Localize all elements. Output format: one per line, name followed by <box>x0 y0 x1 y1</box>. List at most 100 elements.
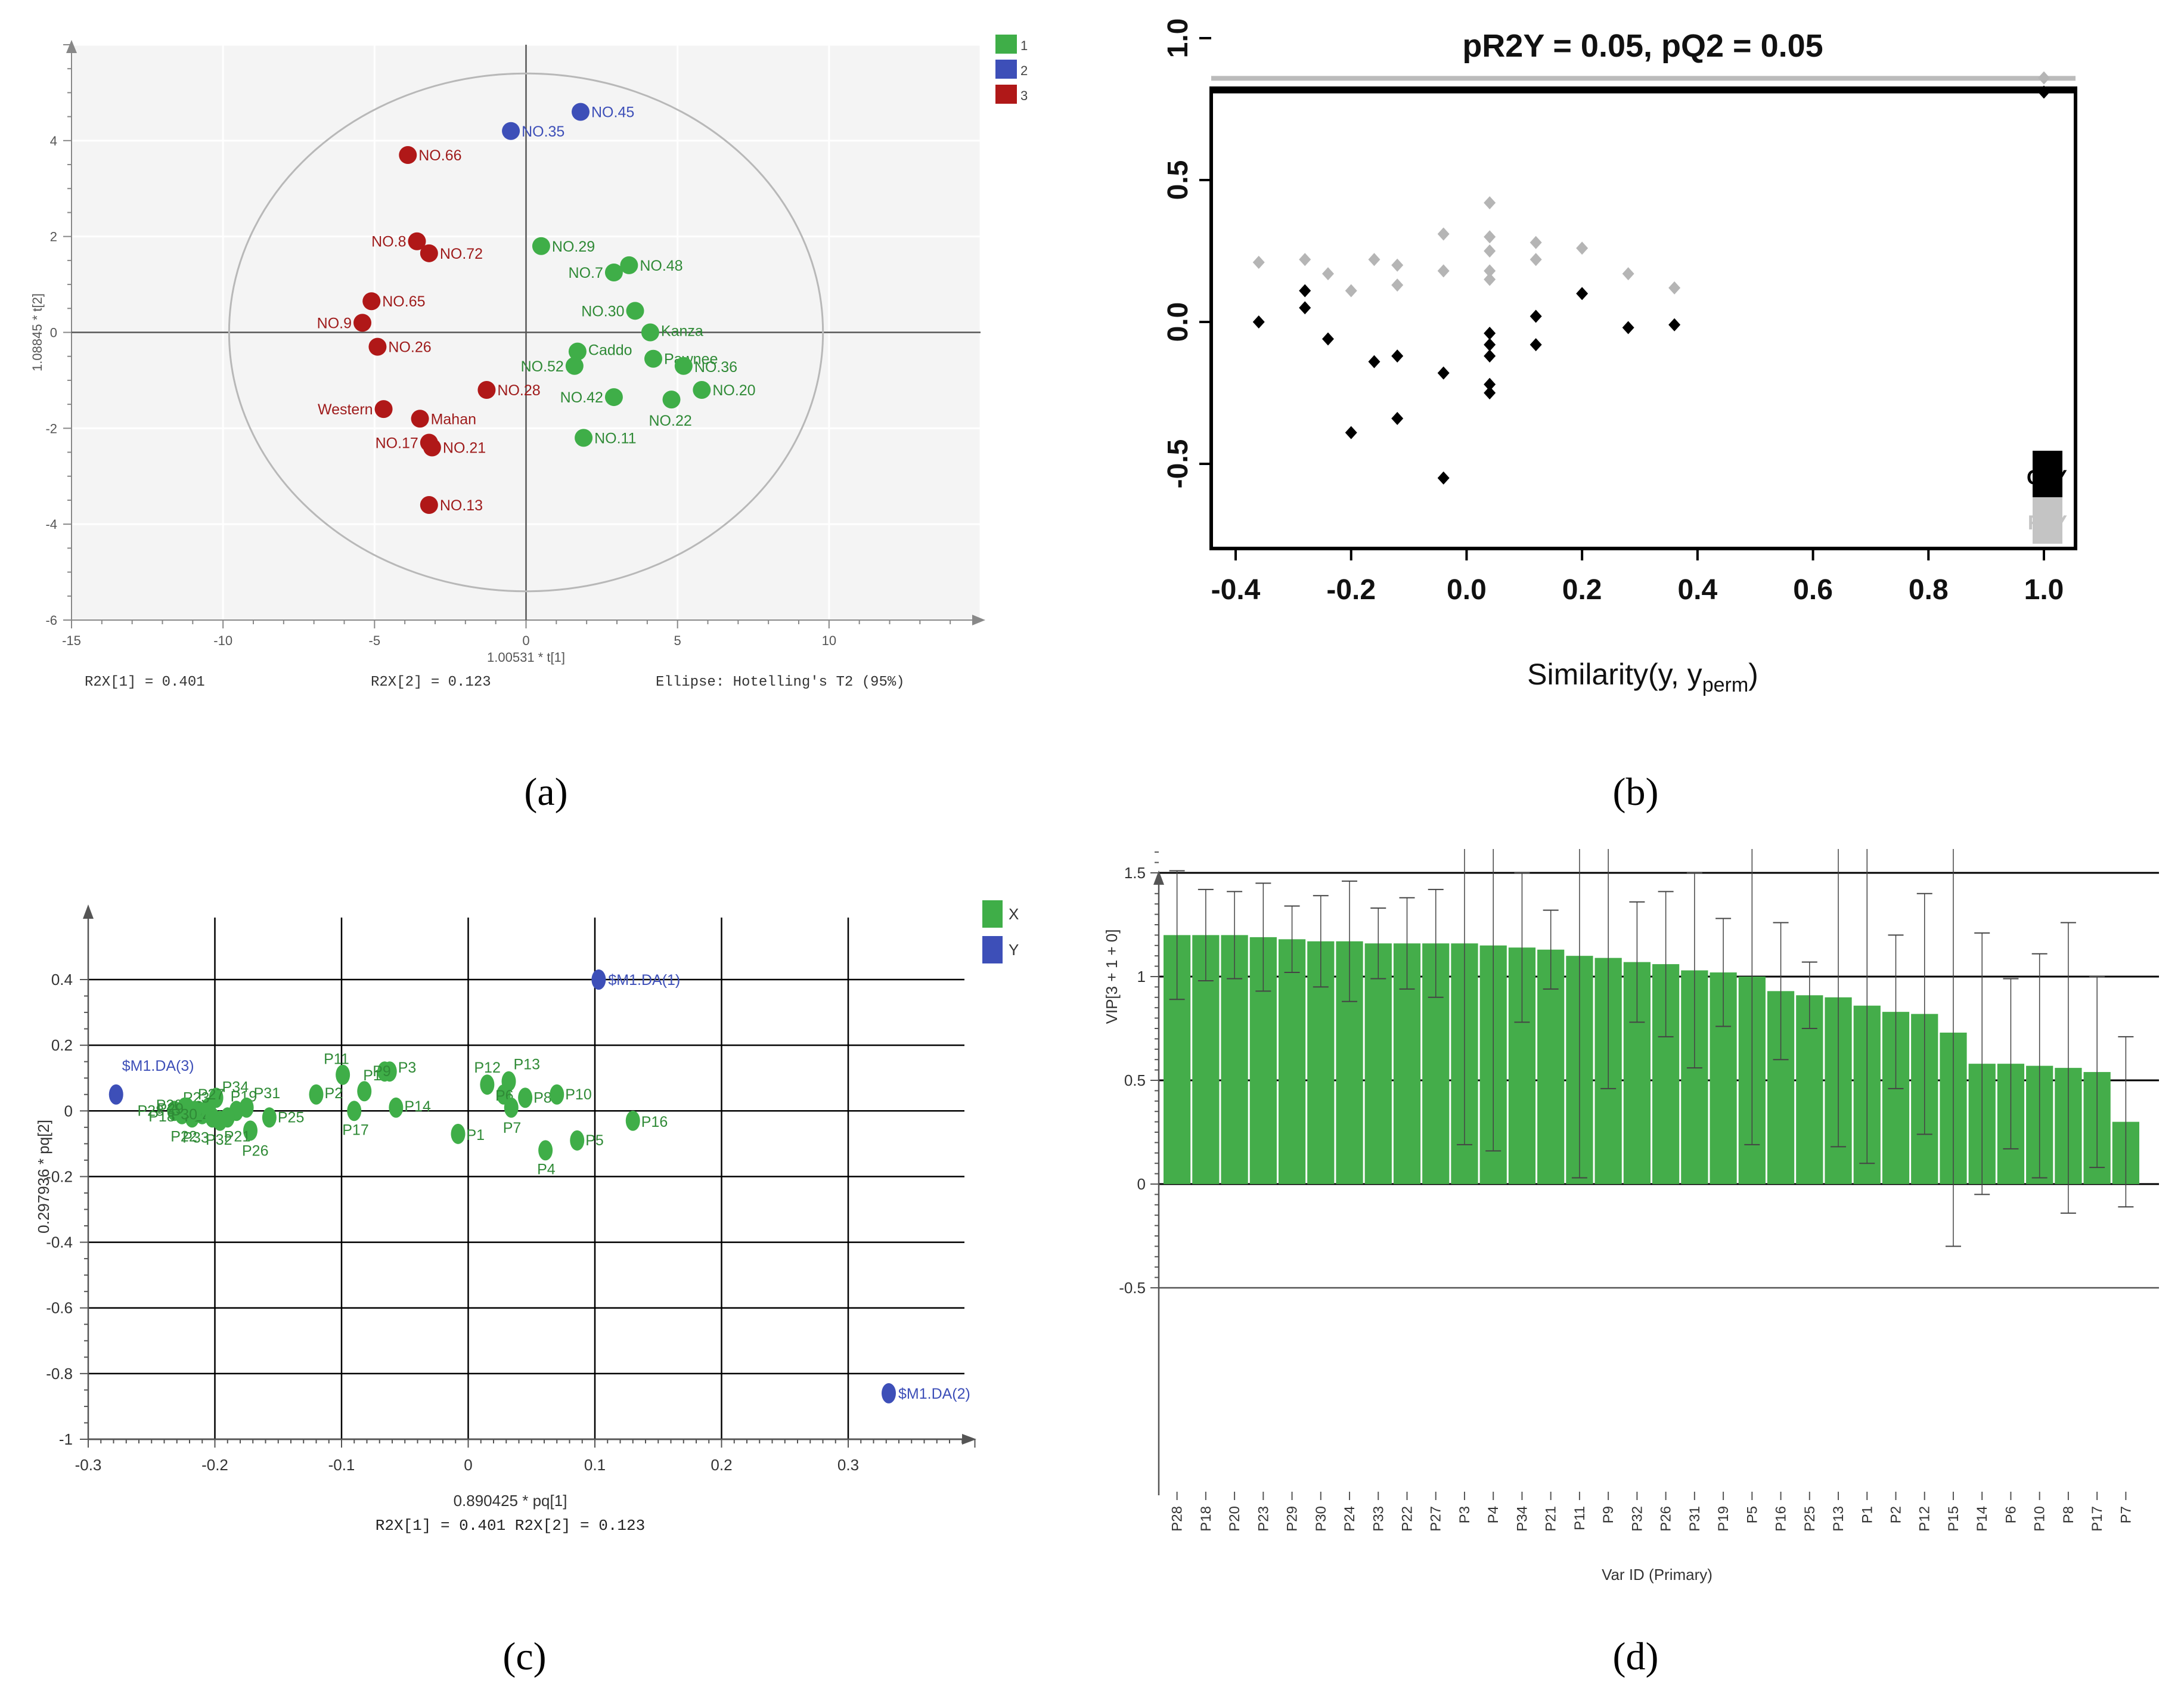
point-label: NO.7 <box>569 265 603 281</box>
y-axis-arrow <box>66 40 77 53</box>
legend-swatch-r2y <box>2033 497 2062 544</box>
point-label: P10 <box>565 1086 591 1103</box>
point-label: NO.65 <box>382 293 425 310</box>
y-tick-label: -0.5 <box>1162 439 1194 489</box>
x-tick-label: P5 <box>1744 1506 1760 1523</box>
point-label: Western <box>318 401 373 418</box>
x-tick-label: P18 <box>1198 1506 1214 1532</box>
point-label: P12 <box>474 1059 500 1076</box>
point-label: $M1.DA(3) <box>122 1058 194 1074</box>
point-label: P26 <box>242 1142 268 1159</box>
y-tick-label: -0.6 <box>46 1299 73 1317</box>
data-point-no28 <box>477 381 496 399</box>
y-tick-label: -1 <box>59 1430 73 1448</box>
legend-swatch-x <box>982 900 1003 928</box>
x-axis-arrow <box>962 1434 976 1445</box>
y-tick-label: -4 <box>45 517 57 532</box>
data-point-p25 <box>262 1107 277 1128</box>
point-label: $M1.DA(2) <box>898 1386 970 1402</box>
data-point-q2y <box>1622 321 1634 334</box>
point-label: NO.45 <box>591 104 634 121</box>
data-point-q2y <box>1484 327 1496 340</box>
data-point-q2y <box>1299 301 1311 315</box>
point-label: P8 <box>533 1089 552 1106</box>
point-label: P16 <box>641 1114 668 1130</box>
y-tick-label: 0.5 <box>1124 1071 1146 1089</box>
data-point-q2y <box>1299 284 1311 298</box>
x-tick-label: -0.1 <box>328 1456 355 1474</box>
data-point-r2y <box>1668 281 1681 295</box>
x-tick-label: P10 <box>2032 1506 2048 1532</box>
point-label: NO.48 <box>640 258 682 274</box>
point-label: P34 <box>222 1079 249 1095</box>
data-point-p7 <box>504 1097 519 1118</box>
x-tick-label: P1 <box>1859 1506 1875 1523</box>
point-label: NO.21 <box>443 440 486 457</box>
x-tick-label: 0.8 <box>1909 574 1949 606</box>
footer-r2x1: R2X[1] = 0.401 <box>85 674 205 690</box>
x-tick-label: P4 <box>1485 1506 1502 1523</box>
x-axis-label-sub: perm <box>1702 674 1748 696</box>
x-tick-label: P29 <box>1285 1506 1301 1532</box>
data-point-no52 <box>565 357 584 375</box>
legend-label-q2y: Q2Y <box>2027 466 2067 489</box>
data-point-no22 <box>662 391 681 409</box>
data-point-m1da1 <box>591 969 606 990</box>
x-tick-label: -10 <box>213 633 232 648</box>
point-label: NO.66 <box>418 147 461 164</box>
y-tick-label: -0.2 <box>46 1167 73 1185</box>
point-label: Mahan <box>431 411 476 427</box>
data-point-r2y <box>1437 227 1450 241</box>
x-tick-label: P33 <box>1370 1506 1386 1532</box>
point-label: NO.42 <box>560 389 603 406</box>
data-point-no8 <box>408 232 426 250</box>
x-tick-label: 0.2 <box>1562 574 1602 606</box>
data-point-m1da3 <box>108 1084 123 1105</box>
y-tick-label: 1.5 <box>1124 864 1146 882</box>
x-axis-label-main: Similarity(y, y <box>1527 658 1702 691</box>
data-point-q2y <box>2038 85 2050 99</box>
data-point-p11 <box>336 1064 350 1085</box>
data-point-q2y <box>1391 349 1404 363</box>
data-point-no48 <box>620 256 638 274</box>
x-tick-label: P25 <box>1802 1506 1818 1532</box>
y-tick-label: 0.5 <box>1162 160 1194 200</box>
data-point-kanza <box>641 323 659 342</box>
y-tick-label: 1 <box>1137 968 1146 986</box>
data-point-p26 <box>243 1120 258 1141</box>
x-tick-label: 5 <box>674 633 681 648</box>
plot-frame <box>1209 86 2077 550</box>
data-point-q2y <box>1345 426 1357 439</box>
x-tick-label: P2 <box>1888 1506 1904 1523</box>
data-point-q2y <box>1530 309 1542 323</box>
x-tick-label: P20 <box>1227 1506 1243 1532</box>
chart-title: pR2Y = 0.05, pQ2 = 0.05 <box>1462 28 1823 64</box>
legend-label-2: 2 <box>1020 63 1028 78</box>
data-point-caddo <box>568 342 587 361</box>
bar-p29 <box>1278 939 1306 1184</box>
point-label: P3 <box>398 1059 417 1076</box>
point-label: NO.26 <box>388 339 431 356</box>
data-point-no7 <box>604 263 623 281</box>
x-tick-label: -5 <box>369 633 381 648</box>
x-axis-label-end: ) <box>1748 658 1758 691</box>
point-label: P2 <box>325 1085 343 1102</box>
x-tick-label: P23 <box>1255 1506 1271 1532</box>
data-point-q2y <box>1530 338 1542 352</box>
loading-scatter-chart: -0.3 -0.2 -0.1 0 0.1 0.2 0.3 -1 -0.8 -0.6 -0.4 -0.2… <box>35 900 1019 1678</box>
x-tick-label: 0.2 <box>711 1456 732 1474</box>
data-point-p15 <box>357 1081 372 1102</box>
point-label: NO.36 <box>694 359 737 376</box>
point-label: P28 <box>138 1102 164 1119</box>
point-label: P11 <box>324 1051 349 1068</box>
legend-label-r2y: R2Y <box>2028 512 2067 534</box>
hotelling-ellipse <box>228 72 824 593</box>
x-tick-label: P15 <box>1946 1506 1962 1532</box>
data-point-no26 <box>368 337 387 356</box>
data-point-r2y <box>1484 196 1496 210</box>
y-tick-label: -0.4 <box>46 1234 73 1251</box>
data-point-no11 <box>575 429 593 447</box>
x-tick-label: 0.3 <box>837 1456 859 1474</box>
y-axis-label: 1.08845 * t[2] <box>30 293 45 371</box>
point-label: P30 <box>171 1106 197 1123</box>
